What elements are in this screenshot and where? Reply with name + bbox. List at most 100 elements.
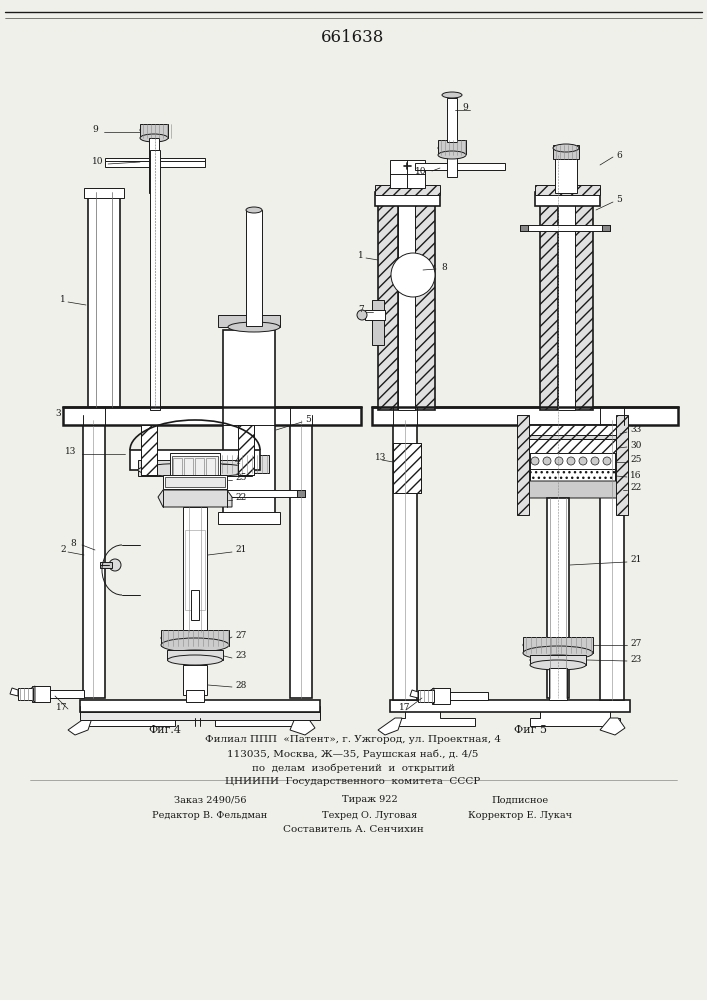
Circle shape xyxy=(391,253,435,297)
Bar xyxy=(165,477,225,487)
Text: 23: 23 xyxy=(630,654,641,664)
Bar xyxy=(525,425,620,439)
Bar xyxy=(105,160,205,167)
Text: 13: 13 xyxy=(375,454,386,462)
Text: 2: 2 xyxy=(60,546,66,554)
Text: 3: 3 xyxy=(55,410,61,418)
Text: 13: 13 xyxy=(65,448,76,456)
Bar xyxy=(141,425,157,475)
Bar xyxy=(547,498,569,698)
Bar xyxy=(530,453,615,469)
Bar xyxy=(138,460,252,476)
Ellipse shape xyxy=(530,660,586,670)
Text: 22: 22 xyxy=(235,493,246,502)
Bar xyxy=(297,490,305,497)
Text: Фиг 5: Фиг 5 xyxy=(513,725,547,735)
Bar xyxy=(150,150,160,410)
Bar xyxy=(390,160,425,188)
Polygon shape xyxy=(68,718,92,735)
Ellipse shape xyxy=(246,207,262,213)
Polygon shape xyxy=(28,686,35,702)
Bar xyxy=(393,420,417,700)
Bar xyxy=(206,458,215,476)
Polygon shape xyxy=(295,700,310,718)
Ellipse shape xyxy=(523,638,593,652)
Bar xyxy=(80,700,320,712)
Text: 16: 16 xyxy=(630,471,641,480)
Bar xyxy=(528,439,617,453)
Circle shape xyxy=(109,559,121,571)
Text: 9: 9 xyxy=(92,125,98,134)
Circle shape xyxy=(579,457,587,465)
Ellipse shape xyxy=(555,150,577,156)
Bar xyxy=(522,435,623,443)
Bar xyxy=(130,450,260,470)
Bar xyxy=(167,650,223,660)
Text: 4: 4 xyxy=(235,458,241,466)
Text: 27: 27 xyxy=(630,639,641,648)
Bar xyxy=(185,530,205,610)
Bar xyxy=(535,185,600,195)
Bar xyxy=(390,700,630,712)
Ellipse shape xyxy=(523,646,593,660)
Bar xyxy=(191,590,199,620)
Polygon shape xyxy=(290,718,315,735)
Text: ЦНИИПИ  Государственного  комитета  СССР: ЦНИИПИ Государственного комитета СССР xyxy=(226,778,481,786)
Ellipse shape xyxy=(161,638,229,652)
Text: Корректор Е. Лукач: Корректор Е. Лукач xyxy=(468,810,572,820)
Bar xyxy=(290,420,312,698)
Text: 1: 1 xyxy=(358,251,363,260)
Ellipse shape xyxy=(140,126,168,134)
Polygon shape xyxy=(158,490,232,507)
Text: 23: 23 xyxy=(235,652,246,660)
Bar xyxy=(602,225,610,231)
Bar xyxy=(372,407,678,425)
Bar xyxy=(600,420,624,700)
Bar xyxy=(393,443,421,493)
Bar xyxy=(88,192,120,407)
Polygon shape xyxy=(10,688,18,696)
Text: 113035, Москва, Ж—35, Раушская наб., д. 4/5: 113035, Москва, Ж—35, Раушская наб., д. … xyxy=(228,749,479,759)
Text: 25: 25 xyxy=(630,456,641,464)
Bar xyxy=(520,225,610,231)
Ellipse shape xyxy=(530,655,586,665)
Ellipse shape xyxy=(161,631,229,645)
Bar xyxy=(238,425,254,475)
Bar xyxy=(393,443,421,493)
Text: 8: 8 xyxy=(70,538,76,548)
Text: 9: 9 xyxy=(462,104,468,112)
Bar xyxy=(172,456,218,480)
Bar xyxy=(163,475,227,489)
Polygon shape xyxy=(378,718,402,735)
Bar xyxy=(616,415,628,515)
Bar xyxy=(415,200,435,410)
Text: 33: 33 xyxy=(630,426,641,434)
Bar xyxy=(375,185,440,195)
Ellipse shape xyxy=(140,134,168,142)
Bar xyxy=(535,192,600,206)
Ellipse shape xyxy=(228,320,280,330)
Text: Филиал ППП  «Патент», г. Ужгород, ул. Проектная, 4: Филиал ППП «Патент», г. Ужгород, ул. Про… xyxy=(205,736,501,744)
Ellipse shape xyxy=(438,144,466,152)
Bar xyxy=(398,200,415,410)
Text: 22: 22 xyxy=(630,484,641,492)
Bar xyxy=(195,458,204,476)
Text: 17: 17 xyxy=(56,702,67,712)
Ellipse shape xyxy=(168,650,223,660)
Polygon shape xyxy=(428,688,434,704)
Bar xyxy=(372,300,384,345)
Text: 25: 25 xyxy=(235,474,247,483)
Bar xyxy=(555,155,577,193)
Bar xyxy=(173,458,182,476)
Circle shape xyxy=(603,457,611,465)
Bar xyxy=(219,455,269,473)
Text: Редактор В. Фельдман: Редактор В. Фельдман xyxy=(153,810,268,820)
Bar xyxy=(520,225,528,231)
Circle shape xyxy=(591,457,599,465)
Bar xyxy=(149,138,159,163)
Text: 7: 7 xyxy=(358,306,363,314)
Text: 661638: 661638 xyxy=(321,29,385,46)
Circle shape xyxy=(531,457,539,465)
Bar xyxy=(528,439,617,453)
Bar xyxy=(540,200,558,410)
